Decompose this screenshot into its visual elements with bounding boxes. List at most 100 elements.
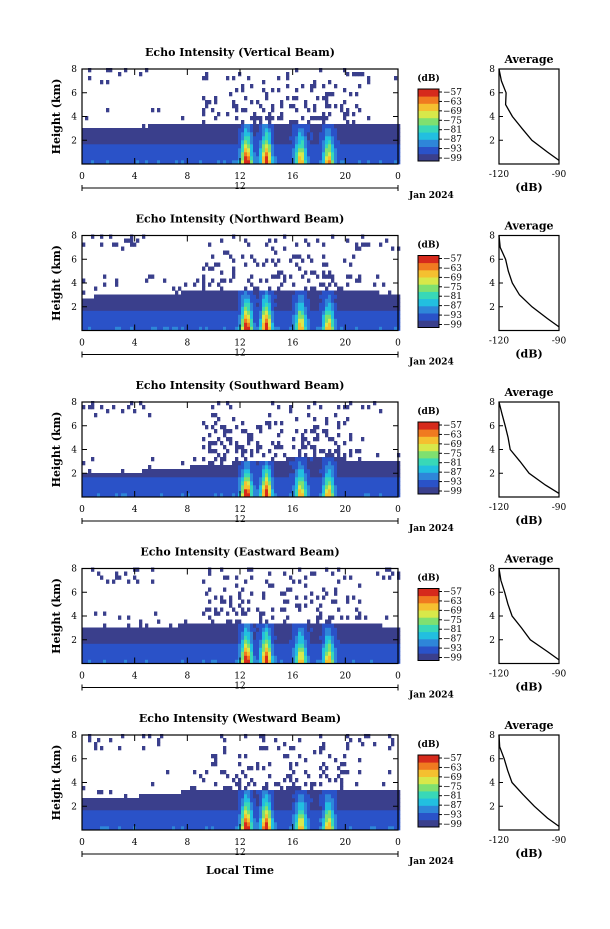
heatmap-cell (208, 567, 212, 572)
heatmap-cell (355, 635, 359, 640)
heatmap-cell (157, 294, 161, 299)
heatmap-cell (328, 326, 332, 331)
heatmap-cell (241, 587, 245, 592)
colorbar-swatch (418, 443, 439, 452)
heatmap-cell (250, 302, 254, 307)
heatmap-cell (169, 489, 173, 494)
heatmap-cell (112, 132, 116, 137)
heatmap-cell (364, 290, 368, 295)
heatmap-cell (214, 481, 218, 486)
heatmap-cell (322, 128, 326, 133)
heatmap-cell (115, 627, 119, 632)
heatmap-cell (136, 238, 140, 243)
heatmap-cell (109, 635, 113, 640)
x-tick-label: 16 (287, 505, 299, 515)
heatmap-cell (319, 611, 323, 616)
heatmap-cell (205, 623, 209, 628)
heatmap-cell (178, 140, 182, 145)
heatmap-cell (229, 647, 233, 652)
heatmap-cell (133, 485, 137, 490)
heatmap-cell (199, 148, 203, 153)
heatmap-cell (274, 326, 278, 331)
heatmap-cell (370, 465, 374, 470)
heatmap-cell (253, 631, 257, 636)
heatmap-cell (256, 160, 260, 165)
heatmap-cell (223, 631, 227, 636)
heatmap-cell (193, 128, 197, 133)
colorbar-tick-label: −99 (443, 321, 462, 331)
heatmap-cell (259, 294, 263, 299)
colorbar-swatch (418, 291, 439, 300)
heatmap-cell (337, 647, 341, 652)
heatmap-cell (328, 298, 332, 303)
heatmap-cell (121, 639, 125, 644)
heatmap-cell (172, 647, 176, 652)
heatmap-cell (349, 631, 353, 636)
colorbar-tick-label: −75 (443, 116, 462, 126)
heatmap-cell (343, 659, 347, 664)
heatmap-cell (349, 489, 353, 494)
heatmap-cell (322, 326, 326, 331)
heatmap-cell (268, 326, 272, 331)
heatmap-cell (145, 140, 149, 145)
heatmap-cell (355, 461, 359, 466)
heatmap-cell (241, 88, 245, 93)
heatmap-cell (244, 148, 248, 153)
heatmap-cell (217, 306, 221, 311)
heatmap-cell (361, 132, 365, 137)
heatmap-cell (319, 152, 323, 157)
heatmap-cell (340, 635, 344, 640)
heatmap-cell (286, 290, 290, 295)
heatmap-cell (289, 409, 293, 414)
x-tick-label: 0 (79, 172, 85, 182)
heatmap-cell (235, 148, 239, 153)
heatmap-cell (379, 140, 383, 145)
heatmap-cell (247, 477, 251, 482)
heatmap-cell (268, 469, 272, 474)
heatmap-cell (337, 310, 341, 315)
heatmap-cell (319, 473, 323, 478)
heatmap-cell (364, 148, 368, 153)
heatmap-cell (295, 298, 299, 303)
heatmap-cell (232, 152, 236, 157)
heatmap-cell (307, 326, 311, 331)
heatmap-cell (121, 298, 125, 303)
heatmap-cell (139, 627, 143, 632)
heatmap-cell (256, 314, 260, 319)
heatmap-cell (367, 136, 371, 141)
heatmap-cell (370, 152, 374, 157)
heatmap-cell (265, 421, 269, 426)
heatmap-cell (397, 140, 401, 145)
heatmap-cell (217, 290, 221, 295)
heatmap-cell (337, 314, 341, 319)
heatmap-cell (256, 469, 260, 474)
heatmap-cell (337, 489, 341, 494)
heatmap-cell (313, 659, 317, 664)
heatmap-cell (184, 647, 188, 652)
heatmap-cell (316, 425, 320, 430)
heatmap-cell (373, 302, 377, 307)
heatmap-cell (133, 140, 137, 145)
heatmap-cell (259, 485, 263, 490)
heatmap-cell (226, 76, 230, 81)
heatmap-cell (202, 485, 206, 490)
heatmap-cell (313, 643, 317, 648)
heatmap-cell (373, 128, 377, 133)
heatmap-cell (274, 290, 278, 295)
avg-y-tick-label: 2 (489, 303, 495, 313)
heatmap-cell (391, 655, 395, 660)
heatmap-cell (373, 294, 377, 299)
heatmap-cell (160, 485, 164, 490)
heatmap-cell (241, 160, 245, 165)
heatmap-cell (121, 651, 125, 656)
heatmap-cell (181, 643, 185, 648)
heatmap-cell (157, 493, 161, 498)
heatmap-cell (364, 465, 368, 470)
heatmap-cell (115, 152, 119, 157)
heatmap-cell (343, 639, 347, 644)
heatmap-cell (259, 104, 263, 109)
colorbar-tick-label: −81 (443, 625, 462, 635)
heatmap-cell (175, 128, 179, 133)
heatmap-cell (379, 148, 383, 153)
heatmap-cell (382, 310, 386, 315)
